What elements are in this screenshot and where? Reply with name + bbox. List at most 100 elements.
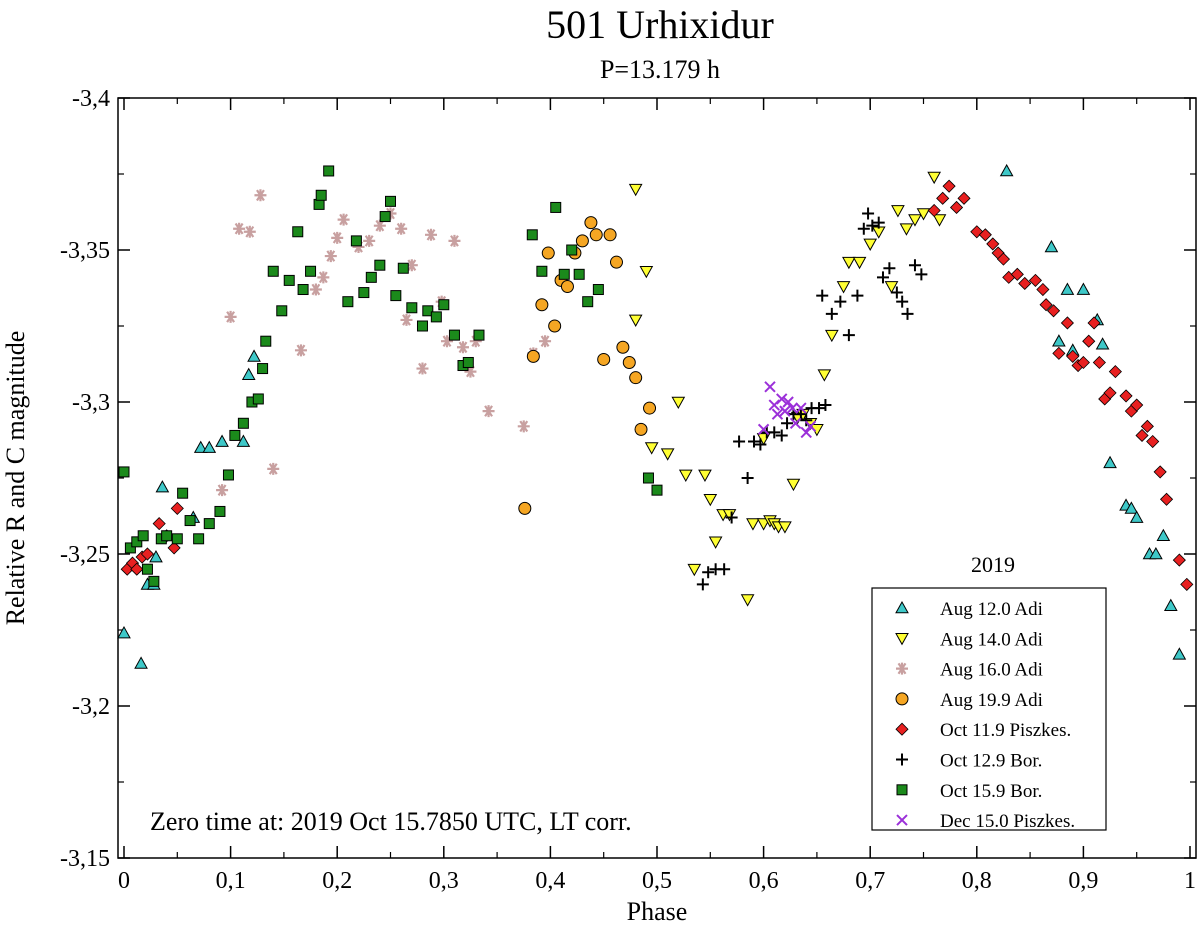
data-point: [927, 171, 942, 185]
data-point: [1124, 501, 1139, 514]
data-point: [517, 420, 530, 433]
legend-label: Oct 12.9 Bor.: [940, 751, 1042, 772]
data-point: [771, 408, 784, 420]
data-point: [757, 423, 770, 436]
legend-marker: [896, 753, 908, 766]
data-point: [131, 536, 143, 548]
data-point: [866, 219, 879, 232]
data-point: [794, 408, 807, 421]
x-tick-label: 0,8: [962, 868, 992, 894]
data-point: [908, 259, 921, 272]
data-point: [141, 563, 153, 575]
data-point: [473, 329, 485, 341]
legend-label: Aug 14.0 Adi: [940, 629, 1043, 650]
data-point: [609, 255, 623, 269]
series-7: [757, 381, 817, 439]
data-point: [634, 422, 648, 436]
legend-entry: Dec 15.0 Piszkes.: [896, 811, 1075, 832]
data-point: [448, 234, 461, 247]
data-point: [305, 265, 317, 277]
data-point: [756, 433, 771, 446]
data-point: [999, 163, 1014, 177]
data-point: [1103, 386, 1117, 400]
data-point: [1172, 647, 1187, 660]
y-tick-label: -3,2: [72, 694, 110, 720]
data-point: [134, 656, 148, 669]
data-point: [1156, 528, 1171, 542]
data-point: [1010, 267, 1024, 281]
data-point: [768, 426, 781, 439]
data-point: [842, 256, 856, 270]
legend-marker: [895, 600, 909, 614]
data-point: [535, 298, 549, 312]
data-point: [137, 530, 149, 542]
data-point: [776, 393, 788, 405]
data-point: [842, 329, 855, 342]
x-tick-label: 0: [118, 868, 130, 894]
data-point: [260, 335, 272, 347]
data-point: [416, 320, 428, 332]
data-point: [1129, 510, 1144, 523]
data-point: [852, 256, 867, 270]
legend-label: Oct 11.9 Piszkes.: [940, 720, 1071, 741]
data-point: [342, 296, 354, 308]
series-1: [628, 171, 947, 607]
data-point: [395, 222, 408, 235]
data-point: [800, 414, 813, 427]
data-point: [942, 179, 956, 193]
series-5: [696, 207, 928, 591]
data-point: [786, 478, 801, 492]
data-point: [1130, 398, 1144, 412]
y-axis: -3,4 -3,35 -3,3 -3,25 -3,2 -3,15: [60, 86, 1196, 872]
data-point: [816, 289, 829, 302]
data-point: [589, 228, 603, 242]
legend-label: Dec 15.0 Piszkes.: [940, 811, 1075, 832]
data-point: [350, 235, 362, 247]
data-point: [352, 240, 365, 253]
data-point: [558, 268, 570, 280]
data-point: [224, 310, 237, 323]
data-point: [171, 533, 183, 545]
data-point: [541, 246, 555, 260]
legend-label: Aug 16.0 Adi: [940, 660, 1043, 681]
legend-label: Oct 15.9 Bor.: [940, 781, 1042, 802]
data-point: [978, 228, 992, 242]
data-point: [400, 313, 413, 326]
data-point: [825, 307, 838, 320]
data-point: [741, 472, 754, 484]
series-4: [120, 179, 1194, 591]
data-point: [748, 435, 761, 448]
x-axis-label: Phase: [627, 897, 688, 926]
y-axis-label: Relative R and C magnitude: [1, 331, 30, 626]
data-point: [560, 279, 574, 293]
data-point: [236, 434, 251, 447]
data-point: [550, 201, 562, 213]
y-tick-label: -3,35: [60, 238, 110, 264]
data-point: [698, 469, 712, 482]
data-point: [1087, 316, 1101, 330]
data-point: [883, 262, 896, 275]
data-point: [862, 207, 875, 220]
data-point: [834, 295, 847, 308]
data-point: [616, 340, 630, 354]
data-point: [1018, 276, 1032, 291]
data-point: [416, 362, 429, 375]
data-point: [1076, 355, 1090, 370]
x-axis: 0 0,1 0,2 0,3 0,4 0,5 0,6 0,7 0,8 0,9 1: [118, 98, 1196, 894]
y-tick-label: -3,3: [72, 390, 110, 416]
legend-label: Aug 19.9 Adi: [940, 690, 1043, 711]
data-point: [916, 208, 931, 221]
data-point: [193, 533, 205, 545]
data-point: [819, 399, 832, 412]
data-point: [1172, 553, 1186, 567]
data-point: [639, 265, 654, 279]
data-point: [671, 396, 686, 410]
data-point: [292, 226, 304, 238]
data-point: [996, 252, 1011, 266]
data-point: [781, 417, 794, 430]
data-point: [718, 563, 731, 576]
data-point: [438, 299, 450, 311]
data-point: [1092, 355, 1106, 370]
data-point: [836, 281, 851, 294]
chart-title: 501 Urhixidur: [546, 2, 774, 47]
